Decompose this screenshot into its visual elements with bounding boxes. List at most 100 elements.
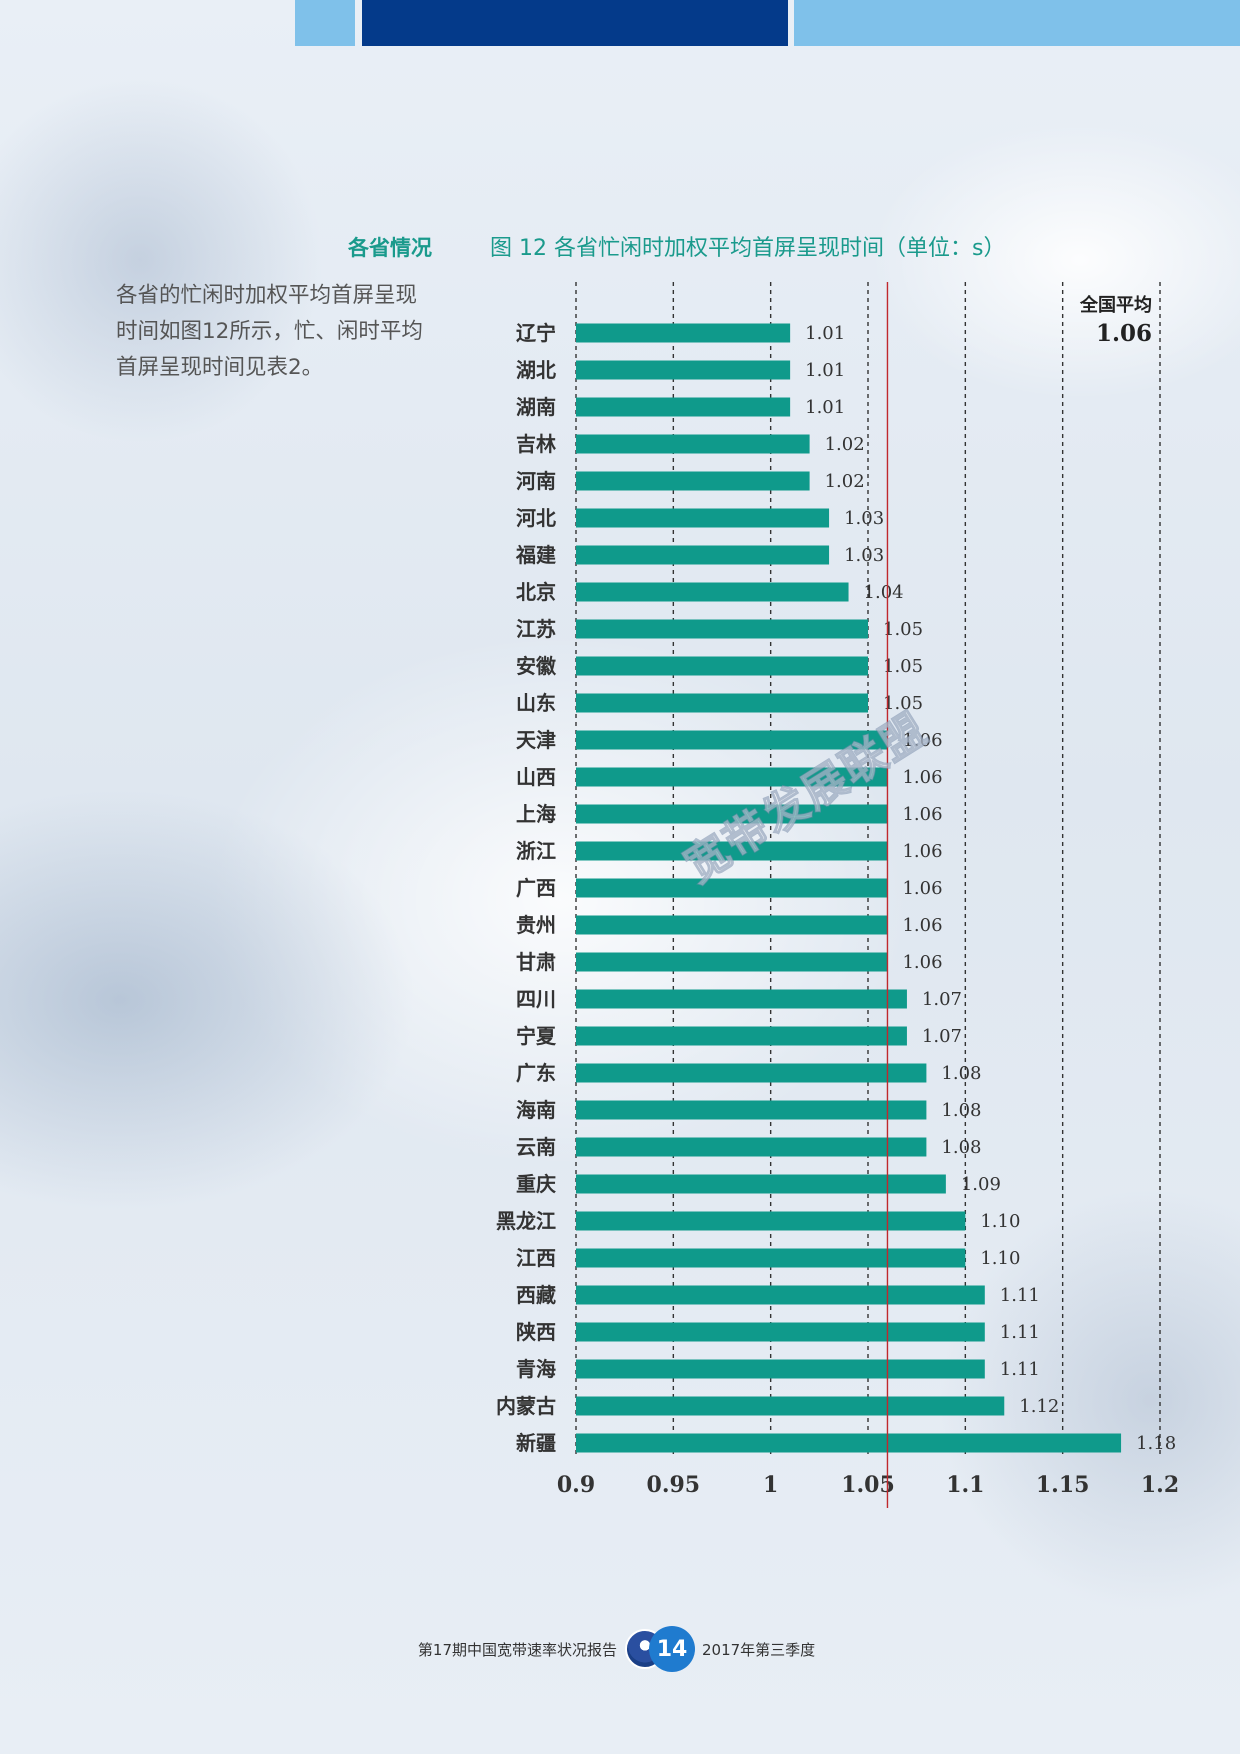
value-label: 1.04: [864, 582, 904, 603]
value-label: 1.11: [1000, 1322, 1040, 1343]
value-label: 1.08: [941, 1063, 981, 1084]
value-label: 1.06: [902, 878, 942, 899]
bar: [576, 1026, 907, 1046]
bar: [576, 1322, 985, 1342]
bar: [576, 545, 830, 565]
category-label: 湖北: [516, 358, 556, 382]
category-label: 湖南: [516, 395, 556, 419]
bar: [576, 1174, 946, 1194]
category-label: 山东: [516, 691, 556, 715]
bar: [576, 1211, 966, 1231]
value-label: 1.06: [902, 767, 942, 788]
category-label: 海南: [516, 1098, 556, 1122]
category-label: 安徽: [516, 654, 557, 678]
value-label: 1.06: [902, 730, 942, 751]
value-label: 1.03: [844, 508, 884, 529]
section-heading: 各省情况: [348, 236, 432, 260]
bar: [576, 1359, 985, 1379]
bar: [576, 471, 810, 491]
bar: [576, 804, 888, 824]
bar: [576, 915, 888, 935]
header-band-dark: [362, 0, 788, 46]
value-label: 1.01: [805, 397, 845, 418]
category-label: 内蒙古: [496, 1394, 556, 1418]
value-label: 1.05: [883, 693, 923, 714]
category-label: 广东: [516, 1061, 556, 1085]
x-tick-label: 1.2: [1141, 1472, 1179, 1498]
value-label: 1.06: [902, 952, 942, 973]
average-title: 全国平均: [1079, 294, 1152, 316]
bar: [576, 1063, 927, 1083]
footer: 第17期中国宽带速率状况报告 14 2017年第三季度: [0, 1625, 1240, 1675]
category-label: 吉林: [516, 432, 556, 456]
value-label: 1.01: [805, 323, 845, 344]
x-tick-label: 0.9: [557, 1472, 595, 1498]
value-label: 1.01: [805, 360, 845, 381]
value-label: 1.05: [883, 619, 923, 640]
category-label: 四川: [516, 987, 556, 1011]
bar: [576, 841, 888, 861]
category-label: 西藏: [516, 1283, 556, 1307]
bar: [576, 1285, 985, 1305]
category-label: 重庆: [516, 1172, 556, 1196]
average-value: 1.06: [1096, 320, 1152, 347]
bar: [576, 323, 791, 343]
bar: [576, 693, 868, 713]
section-text: 各省的忙闲时加权平均首屏呈现时间如图12所示，忙、闲时平均首屏呈现时间见表2。: [116, 283, 423, 380]
category-label: 黑龙江: [496, 1209, 556, 1233]
x-tick-label: 1.15: [1036, 1472, 1090, 1498]
value-label: 1.06: [902, 841, 942, 862]
header-band-light-right: [794, 0, 1240, 46]
bar: [576, 730, 888, 750]
value-label: 1.09: [961, 1174, 1001, 1195]
footer-report-title: 第17期中国宽带速率状况报告: [417, 1641, 617, 1659]
bar: [576, 582, 849, 602]
category-label: 河北: [516, 506, 556, 530]
category-label: 江苏: [516, 617, 556, 641]
footer-quarter: 2017年第三季度: [702, 1641, 816, 1659]
value-label: 1.05: [883, 656, 923, 677]
category-label: 江西: [516, 1246, 556, 1270]
value-label: 1.06: [902, 804, 942, 825]
bar: [576, 1137, 927, 1157]
bar: [576, 1433, 1122, 1453]
category-label: 上海: [516, 802, 556, 826]
value-label: 1.02: [825, 434, 865, 455]
bar: [576, 508, 830, 528]
category-label: 陕西: [516, 1320, 556, 1344]
value-label: 1.06: [902, 915, 942, 936]
value-label: 1.11: [1000, 1285, 1040, 1306]
category-label: 河南: [516, 469, 556, 493]
value-label: 1.08: [941, 1137, 981, 1158]
category-label: 天津: [516, 728, 556, 752]
category-label: 北京: [516, 580, 556, 604]
bar: [576, 952, 888, 972]
category-label: 云南: [516, 1135, 556, 1159]
chart-title: 图 12 各省忙闲时加权平均首屏呈现时间（单位：s）: [490, 236, 1006, 261]
category-label: 宁夏: [516, 1024, 557, 1048]
bar: [576, 434, 810, 454]
page-number: 14: [649, 1626, 695, 1672]
value-label: 1.07: [922, 1026, 962, 1047]
value-label: 1.10: [980, 1248, 1020, 1269]
bar: [576, 619, 868, 639]
bar: [576, 656, 868, 676]
bar: [576, 767, 888, 787]
value-label: 1.12: [1019, 1396, 1059, 1417]
value-label: 1.08: [941, 1100, 981, 1121]
category-label: 浙江: [516, 839, 556, 863]
value-label: 1.11: [1000, 1359, 1040, 1380]
x-tick-label: 1.1: [946, 1472, 984, 1498]
category-label: 青海: [516, 1357, 556, 1381]
category-label: 广西: [516, 876, 556, 900]
bar: [576, 1396, 1005, 1416]
bar: [576, 1248, 966, 1268]
category-label: 山西: [516, 765, 556, 789]
value-label: 1.07: [922, 989, 962, 1010]
category-label: 辽宁: [516, 321, 556, 345]
bar: [576, 397, 791, 417]
bar: [576, 989, 907, 1009]
value-label: 1.18: [1136, 1433, 1176, 1454]
